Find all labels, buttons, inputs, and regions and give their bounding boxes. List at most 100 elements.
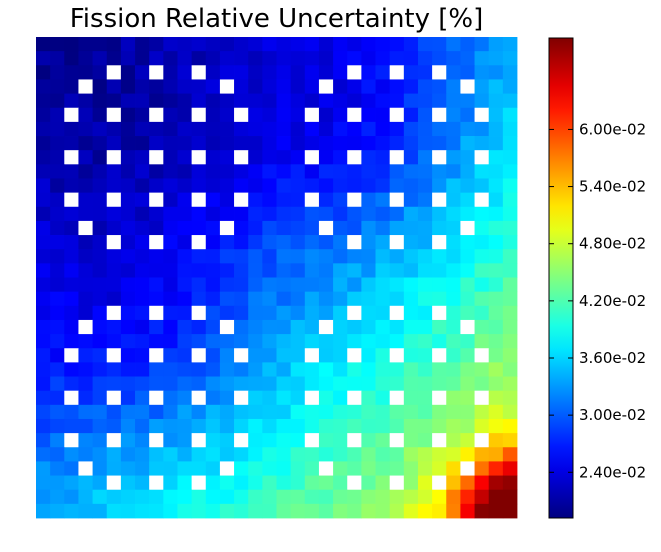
heatmap-cell — [446, 263, 461, 278]
heatmap-cell — [149, 51, 164, 66]
heatmap-cell — [78, 136, 93, 151]
heatmap-cell — [149, 164, 164, 179]
heatmap-cell — [502, 235, 518, 250]
heatmap-cell — [234, 319, 249, 335]
heatmap-cell — [460, 503, 475, 519]
guide-tube-cell — [191, 305, 207, 321]
heatmap-cell — [361, 390, 376, 406]
heatmap-cell — [78, 348, 93, 363]
guide-tube-cell — [219, 319, 235, 335]
heatmap-cell — [205, 65, 221, 80]
heatmap-cell — [403, 121, 419, 137]
heatmap-cell — [120, 93, 136, 109]
heatmap-cell — [36, 305, 51, 321]
heatmap-cell — [92, 277, 108, 293]
heatmap-cell — [333, 93, 348, 109]
guide-tube-cell — [64, 348, 79, 363]
heatmap-cell — [460, 362, 475, 377]
heatmap-cell — [460, 93, 475, 109]
guide-tube-cell — [460, 220, 475, 236]
heatmap-cell — [50, 503, 65, 519]
heatmap-cell — [135, 206, 150, 222]
heatmap-cell — [333, 362, 348, 377]
guide-tube-cell — [106, 348, 122, 363]
heatmap-cell — [446, 178, 461, 194]
heatmap-cell — [64, 334, 79, 349]
heatmap-cell — [318, 178, 334, 194]
heatmap-cell — [120, 305, 136, 321]
heatmap-cell — [460, 489, 475, 505]
heatmap-cell — [290, 376, 306, 392]
heatmap-cell — [234, 178, 249, 194]
heatmap-cell — [149, 461, 164, 476]
heatmap-cell — [488, 376, 504, 392]
heatmap-cell — [290, 362, 306, 377]
heatmap-cell — [474, 362, 490, 377]
heatmap-cell — [177, 206, 193, 222]
heatmap-cell — [149, 178, 164, 194]
heatmap-cell — [262, 192, 277, 208]
heatmap-cell — [205, 249, 221, 264]
heatmap-cell — [389, 277, 405, 293]
heatmap-cell — [120, 475, 136, 491]
heatmap-cell — [290, 319, 306, 335]
heatmap-cell — [92, 249, 108, 264]
heatmap-cell — [219, 291, 235, 307]
heatmap-cell — [163, 461, 178, 476]
heatmap-cell — [361, 319, 376, 335]
heatmap-cell — [403, 404, 419, 420]
guide-tube-cell — [219, 461, 235, 476]
heatmap-cell — [78, 150, 93, 165]
guide-tube-cell — [64, 107, 79, 123]
heatmap-cell — [64, 65, 79, 80]
heatmap-cell — [177, 489, 193, 505]
heatmap-cell — [488, 263, 504, 278]
heatmap-cell — [333, 404, 348, 420]
heatmap-cell — [163, 93, 178, 109]
heatmap-cell — [446, 489, 461, 505]
heatmap-cell — [177, 418, 193, 434]
heatmap-cell — [78, 277, 93, 293]
guide-tube-cell — [106, 235, 122, 250]
heatmap-cell — [120, 390, 136, 406]
heatmap-cell — [347, 503, 362, 519]
heatmap-cell — [446, 447, 461, 462]
heatmap-cell — [333, 418, 348, 434]
heatmap-cell — [417, 220, 433, 236]
heatmap-cell — [106, 136, 122, 151]
heatmap-cell — [304, 489, 320, 505]
heatmap-cell — [36, 107, 51, 123]
heatmap-cell — [219, 107, 235, 123]
heatmap-cell — [333, 334, 348, 349]
guide-tube-cell — [389, 305, 405, 321]
heatmap-cell — [403, 79, 419, 94]
heatmap-cell — [417, 362, 433, 377]
heatmap-cell — [234, 136, 249, 151]
heatmap-cell — [205, 503, 221, 519]
heatmap-cell — [106, 362, 122, 377]
heatmap-cell — [36, 277, 51, 293]
heatmap-cell — [403, 334, 419, 349]
heatmap-cell — [276, 136, 292, 151]
heatmap-cell — [234, 291, 249, 307]
heatmap-cell — [290, 277, 306, 293]
heatmap-cell — [191, 51, 207, 66]
heatmap-cell — [403, 305, 419, 321]
heatmap-cell — [290, 136, 306, 151]
heatmap-cell — [64, 319, 79, 335]
heatmap-cell — [290, 93, 306, 109]
heatmap-cell — [50, 376, 65, 392]
guide-tube-cell — [389, 192, 405, 208]
heatmap-cell — [389, 37, 405, 52]
heatmap-cell — [219, 348, 235, 363]
heatmap-cell — [304, 305, 320, 321]
heatmap-cell — [375, 192, 391, 208]
heatmap-cell — [92, 136, 108, 151]
heatmap-cell — [177, 37, 193, 52]
heatmap-cell — [92, 404, 108, 420]
heatmap-cell — [361, 291, 376, 307]
heatmap-cell — [177, 164, 193, 179]
heatmap-cell — [106, 263, 122, 278]
heatmap-cell — [50, 192, 65, 208]
heatmap-cell — [205, 291, 221, 307]
